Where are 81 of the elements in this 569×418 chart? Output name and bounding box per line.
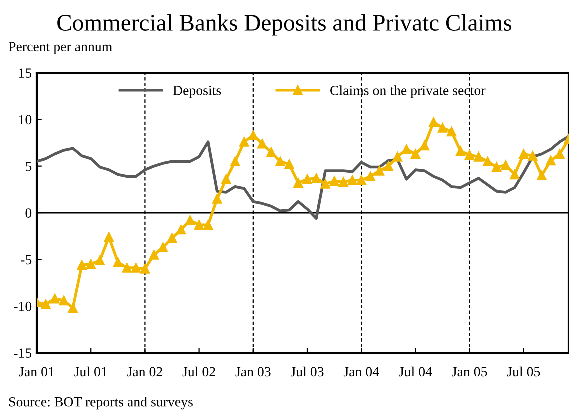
- point: [348, 175, 358, 186]
- point: [356, 175, 366, 186]
- point: [240, 137, 250, 147]
- point: [113, 258, 124, 268]
- point: [203, 220, 214, 230]
- point: [528, 151, 538, 161]
- point: [212, 194, 222, 204]
- legend-label: Deposits: [173, 86, 222, 98]
- x-tick-label: Jul 03: [291, 366, 324, 377]
- point: [50, 294, 60, 304]
- point: [140, 264, 150, 274]
- point: [464, 150, 475, 160]
- point: [374, 166, 385, 176]
- legend-label: Claims on the private sector: [330, 86, 486, 98]
- x-tick-label: Jan 02: [128, 367, 162, 377]
- point: [392, 152, 403, 162]
- point: [68, 303, 78, 314]
- x-tick-label: Jul 01: [74, 366, 108, 377]
- point: [402, 144, 412, 154]
- y-tick-label: 0: [26, 208, 32, 218]
- y-tick-label: -5: [21, 255, 32, 265]
- point: [176, 224, 186, 235]
- point: [338, 177, 348, 188]
- point: [122, 263, 132, 273]
- point: [519, 149, 529, 160]
- point: [510, 170, 520, 180]
- point: [420, 140, 430, 151]
- point: [149, 250, 160, 260]
- point: [501, 160, 511, 170]
- point: [194, 220, 204, 230]
- chart-title: Commercial Banks Deposits and Privatc Claims: [58, 14, 512, 36]
- point: [185, 216, 196, 226]
- point: [302, 174, 312, 184]
- y-tick-label: -10: [14, 302, 32, 312]
- point: [555, 149, 565, 160]
- x-tick-label: Jul 05: [507, 366, 540, 377]
- y-axis-title: Percent per annum: [8, 42, 112, 54]
- point: [320, 179, 330, 189]
- y-tick-label: -15: [14, 348, 32, 358]
- y-tick-label: 5: [26, 162, 32, 172]
- point: [312, 174, 322, 184]
- point: [428, 118, 439, 128]
- source-note: Source: BOT reports and surveys: [9, 397, 193, 410]
- point: [230, 156, 240, 167]
- point: [221, 174, 232, 184]
- point: [258, 139, 268, 149]
- point: [167, 233, 178, 244]
- point: [456, 146, 466, 156]
- line-series: [37, 135, 569, 220]
- point: [546, 156, 556, 166]
- point: [474, 152, 484, 162]
- point: [366, 172, 376, 182]
- point: [276, 156, 286, 167]
- point: [438, 123, 448, 133]
- point: [284, 160, 294, 170]
- point: [77, 260, 87, 270]
- x-tick-label: Jan 04: [344, 367, 380, 377]
- point: [446, 126, 457, 137]
- point: [330, 176, 340, 186]
- y-tick-label: 10: [19, 115, 32, 125]
- x-tick-label: Jan 01: [19, 367, 54, 377]
- point: [158, 242, 168, 252]
- point: [41, 300, 51, 310]
- y-tick-label: 15: [19, 68, 32, 78]
- point: [248, 130, 258, 140]
- point: [537, 170, 547, 181]
- point: [266, 147, 276, 158]
- point: [410, 149, 421, 160]
- point: [131, 263, 142, 273]
- point: [59, 296, 69, 306]
- point: [294, 178, 304, 188]
- point: [492, 162, 502, 172]
- x-tick-label: Jan 05: [452, 367, 488, 377]
- x-tick-label: Jan 03: [236, 367, 271, 377]
- x-tick-label: Jul 04: [399, 366, 432, 377]
- point: [482, 156, 493, 167]
- point: [95, 256, 105, 266]
- x-tick-label: Jul 02: [182, 366, 216, 377]
- point: [104, 232, 114, 242]
- point: [86, 259, 96, 270]
- point: [384, 161, 394, 172]
